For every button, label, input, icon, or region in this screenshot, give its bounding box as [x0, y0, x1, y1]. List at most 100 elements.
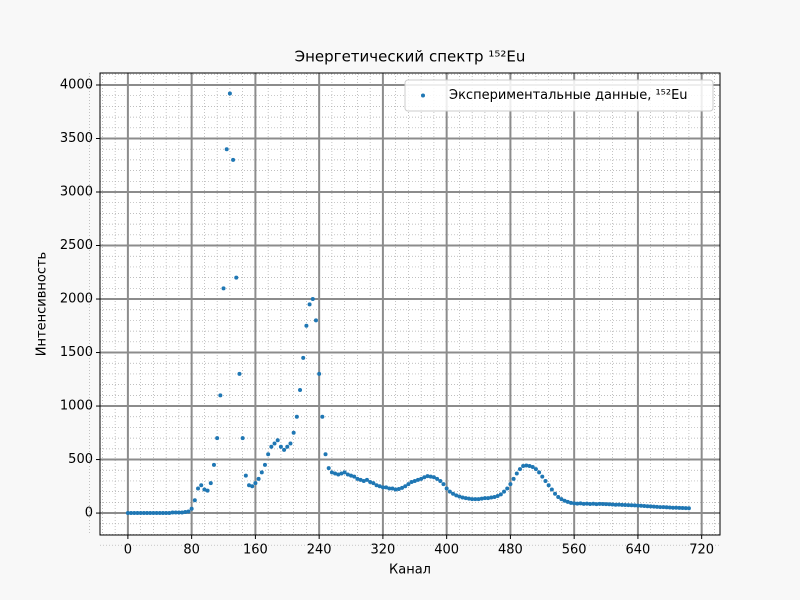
data-point	[167, 511, 172, 516]
x-tick-label: 160	[243, 543, 268, 558]
data-point	[202, 487, 207, 492]
data-point	[237, 371, 242, 376]
data-point	[288, 441, 293, 446]
data-point	[428, 474, 433, 479]
data-point	[151, 511, 156, 516]
data-point	[460, 495, 465, 500]
data-point	[278, 444, 283, 449]
data-point	[559, 497, 564, 502]
data-point	[326, 466, 331, 471]
data-point	[240, 436, 245, 441]
data-point	[208, 481, 213, 486]
data-point	[339, 471, 344, 476]
data-point	[211, 462, 216, 467]
data-point	[250, 484, 255, 489]
data-point	[183, 509, 188, 514]
data-point	[543, 478, 548, 483]
data-point	[275, 438, 280, 443]
x-axis-label: Канал	[389, 563, 431, 578]
y-tick-label: 0	[85, 506, 93, 521]
data-point	[294, 414, 299, 419]
data-point	[364, 477, 369, 482]
data-point	[495, 493, 500, 498]
data-point	[125, 511, 130, 516]
data-point	[438, 478, 443, 483]
data-point	[400, 485, 405, 490]
data-point	[282, 447, 287, 452]
y-axis-label: Интенсивность	[35, 252, 50, 356]
data-point	[148, 511, 153, 516]
data-point	[291, 430, 296, 435]
data-point	[482, 496, 487, 501]
x-tick-label: 400	[434, 543, 459, 558]
data-point	[537, 470, 542, 475]
y-tick-label: 1500	[60, 345, 93, 360]
data-point	[492, 495, 497, 500]
data-point	[412, 478, 417, 483]
data-point	[390, 486, 395, 491]
data-point	[173, 510, 178, 515]
data-point	[310, 297, 315, 302]
data-point	[604, 502, 609, 507]
y-tick-label: 2500	[60, 238, 93, 253]
data-point	[304, 323, 309, 328]
data-point	[196, 486, 201, 491]
data-point	[333, 471, 338, 476]
data-point	[380, 485, 385, 490]
data-point	[409, 480, 414, 485]
data-point	[632, 503, 637, 508]
data-point	[514, 471, 519, 476]
data-point	[349, 473, 354, 478]
data-point	[667, 505, 672, 510]
data-point	[422, 475, 427, 480]
data-point	[584, 501, 589, 506]
x-tick-label: 480	[498, 543, 523, 558]
data-point	[377, 484, 382, 489]
data-point	[368, 480, 373, 485]
data-point	[199, 483, 204, 488]
data-point	[553, 491, 558, 496]
data-point	[259, 470, 264, 475]
data-point	[374, 483, 379, 488]
x-tick-label: 640	[626, 543, 651, 558]
data-point	[476, 497, 481, 502]
data-point	[164, 511, 169, 516]
data-point	[517, 467, 522, 472]
data-point	[600, 501, 605, 506]
data-point	[320, 414, 325, 419]
data-point	[307, 302, 312, 307]
data-point	[591, 501, 596, 506]
y-tick-label: 4000	[60, 77, 93, 92]
data-point	[616, 502, 621, 507]
data-point	[546, 483, 551, 488]
y-tick-label: 3500	[60, 131, 93, 146]
data-point	[447, 489, 452, 494]
data-point	[479, 496, 484, 501]
data-point	[189, 506, 194, 511]
data-point	[664, 505, 669, 510]
y-tick-label: 1000	[60, 399, 93, 414]
data-point	[272, 441, 277, 446]
data-point	[597, 501, 602, 506]
data-point	[262, 462, 267, 467]
data-point	[505, 486, 510, 491]
data-point	[406, 482, 411, 487]
data-point	[473, 497, 478, 502]
data-point	[285, 444, 290, 449]
data-point	[243, 473, 248, 478]
data-point	[231, 157, 236, 162]
data-point	[415, 477, 420, 482]
data-point	[141, 511, 146, 516]
data-point	[562, 498, 567, 503]
data-point	[192, 498, 197, 503]
data-point	[454, 493, 459, 498]
data-point	[145, 511, 150, 516]
data-point	[266, 452, 271, 457]
data-point	[176, 510, 181, 515]
data-point	[371, 481, 376, 486]
data-point	[533, 467, 538, 472]
data-point	[578, 501, 583, 506]
data-point	[502, 489, 507, 494]
data-point	[648, 504, 653, 509]
